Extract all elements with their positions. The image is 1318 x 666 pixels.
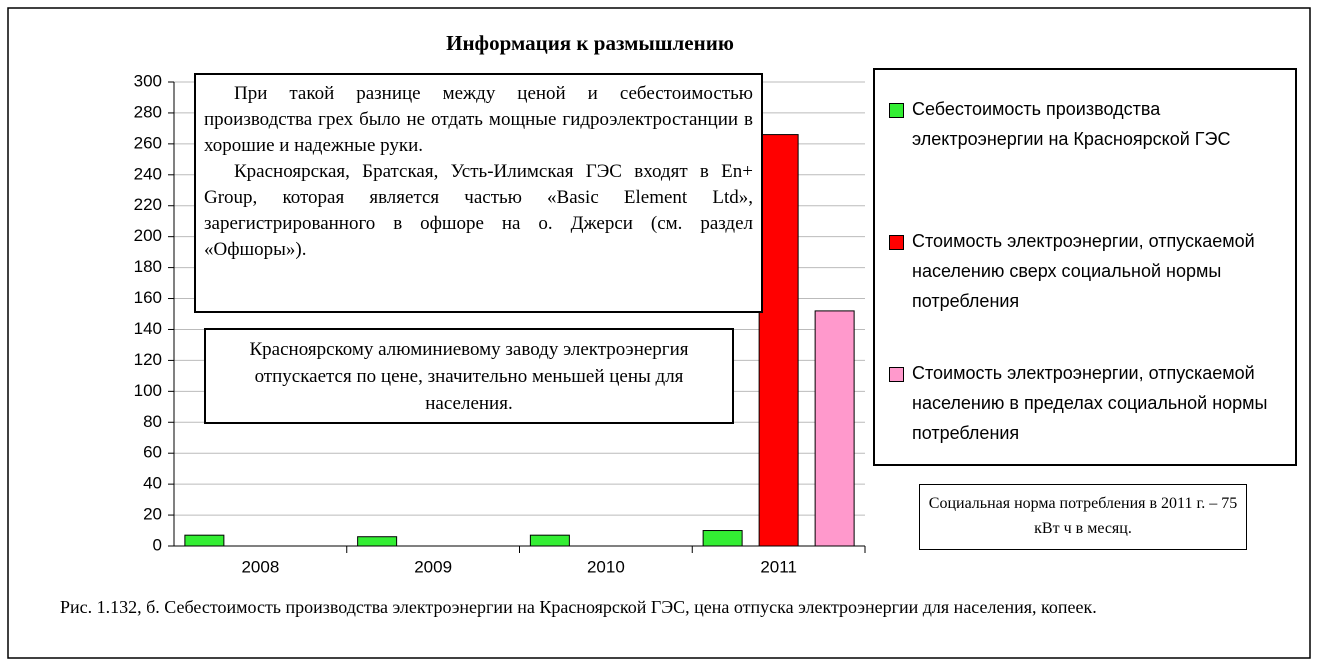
annotation-text: Красноярскому алюминиевому заводу электр… (249, 339, 689, 414)
bar (758, 134, 799, 547)
bar (357, 536, 398, 547)
bar (184, 534, 225, 547)
y-tick-label: 220 (134, 195, 162, 214)
annotation-text: При такой разнице между ценой и себестои… (204, 83, 753, 156)
legend-label: Стоимость электроэнергии, отпускаемой на… (912, 231, 1255, 311)
annotation-text: Красноярская, Братская, Усть-Илимская ГЭ… (204, 161, 753, 260)
x-tick-label: 2011 (760, 557, 797, 576)
x-tick-label: 2008 (241, 557, 279, 576)
legend-label: Стоимость электроэнергии, отпускаемой на… (912, 363, 1268, 443)
y-tick-label: 260 (134, 133, 162, 152)
y-tick-label: 300 (134, 71, 162, 90)
legend: Себестоимость производства электроэнерги… (873, 68, 1297, 466)
legend-swatch (889, 235, 904, 250)
chart-title: Информация к размышлению (446, 31, 734, 55)
y-tick-label: 180 (134, 257, 162, 276)
y-tick-label: 280 (134, 102, 162, 121)
bar (529, 534, 570, 547)
y-tick-label: 80 (143, 412, 162, 431)
legend-item: Стоимость электроэнергии, отпускаемой на… (889, 358, 1289, 448)
legend-swatch (889, 367, 904, 382)
annotation: Красноярскому алюминиевому заводу электр… (204, 328, 734, 424)
legend-swatch (889, 103, 904, 118)
y-tick-label: 240 (134, 164, 162, 183)
annotation: Социальная норма потребления в 2011 г. –… (919, 484, 1247, 550)
y-tick-label: 160 (134, 288, 162, 307)
x-tick-label: 2010 (587, 557, 625, 576)
y-tick-label: 200 (134, 226, 162, 245)
y-tick-label: 40 (143, 474, 162, 493)
y-tick-label: 20 (143, 505, 162, 524)
x-tick-label: 2009 (414, 557, 452, 576)
annotation: При такой разнице между ценой и себестои… (194, 73, 763, 313)
y-tick-label: 120 (134, 350, 162, 369)
legend-item: Стоимость электроэнергии, отпускаемой на… (889, 226, 1289, 316)
legend-label: Себестоимость производства электроэнерги… (912, 99, 1231, 149)
y-tick-label: 140 (134, 319, 162, 338)
y-tick-label: 100 (134, 381, 162, 400)
frame (7, 7, 1311, 659)
bar (814, 310, 855, 547)
bar (702, 530, 743, 547)
y-tick-label: 0 (153, 535, 162, 554)
annotation-text: Социальная норма потребления в 2011 г. –… (928, 495, 1238, 537)
legend-item: Себестоимость производства электроэнерги… (889, 94, 1289, 154)
y-tick-label: 60 (143, 443, 162, 462)
caption: Рис. 1.132, б. Себестоимость производств… (60, 597, 1097, 617)
